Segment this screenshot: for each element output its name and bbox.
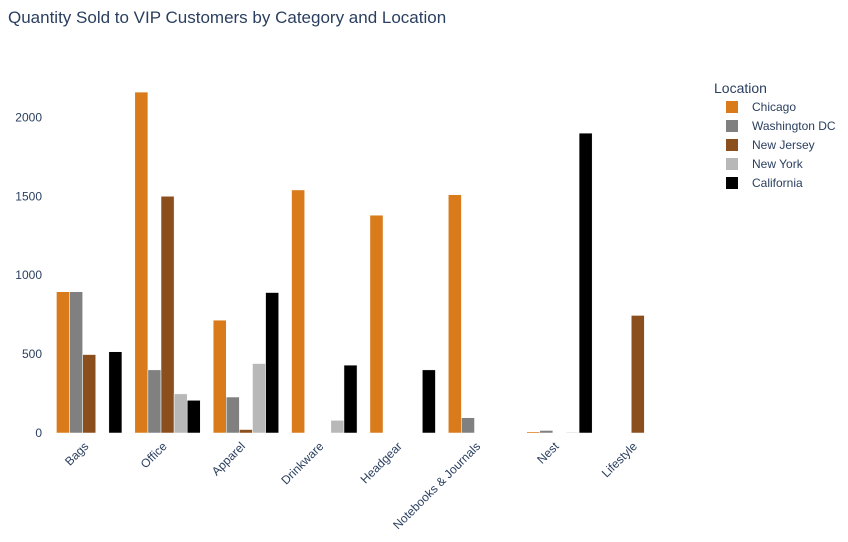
legend-swatch <box>726 120 738 132</box>
x-tick-label: Office <box>138 439 170 471</box>
legend-item[interactable]: New Jersey <box>726 138 815 152</box>
bar[interactable] <box>212 319 227 434</box>
legend-label: Chicago <box>752 100 796 114</box>
chart-title: Quantity Sold to VIP Customers by Catego… <box>8 8 447 27</box>
bar[interactable] <box>369 214 384 434</box>
legend-label: New York <box>752 157 804 171</box>
x-tick-label: Apparel <box>209 439 248 478</box>
bar[interactable] <box>422 369 436 434</box>
legend-label: New Jersey <box>752 138 815 152</box>
legend-item[interactable]: California <box>726 176 803 190</box>
y-tick-label: 1500 <box>15 189 42 203</box>
bar[interactable] <box>226 396 240 434</box>
legend-swatch <box>726 158 738 170</box>
x-tick-label: Headgear <box>358 439 405 486</box>
x-tick-label: Drinkware <box>278 439 326 487</box>
legend-swatch <box>726 139 738 151</box>
x-tick-label: Notebooks & Journals <box>390 439 483 532</box>
bar[interactable] <box>82 354 96 434</box>
bar[interactable] <box>461 417 475 434</box>
y-tick-label: 1000 <box>15 268 42 282</box>
bar[interactable] <box>173 393 188 434</box>
legend-swatch <box>726 101 738 113</box>
bar[interactable] <box>526 431 541 434</box>
bar[interactable] <box>239 429 253 434</box>
x-tick-label: Nest <box>534 439 562 467</box>
legend-title: Location <box>714 80 767 96</box>
legend-label: California <box>752 176 803 190</box>
bar[interactable] <box>69 291 83 434</box>
legend-item[interactable]: New York <box>726 157 804 171</box>
bar[interactable] <box>578 132 593 434</box>
bar[interactable] <box>539 430 554 434</box>
bar[interactable] <box>265 292 279 434</box>
x-tick-label: Bags <box>62 439 91 468</box>
bar[interactable] <box>56 291 70 434</box>
bar[interactable] <box>631 315 645 434</box>
bar[interactable] <box>565 431 580 434</box>
legend-item[interactable]: Washington DC <box>726 119 836 133</box>
bar[interactable] <box>160 196 175 434</box>
bar[interactable] <box>343 364 358 434</box>
bar[interactable] <box>448 194 462 434</box>
bar[interactable] <box>186 400 201 434</box>
y-tick-label: 500 <box>22 347 42 361</box>
x-axis: Bags Office Apparel Drinkware HeadgearNotebo… <box>62 439 640 532</box>
bar[interactable] <box>291 189 305 434</box>
legend-swatch <box>726 177 738 189</box>
legend-label: Washington DC <box>752 119 836 133</box>
legend: Location Chicago Washington DC New Jersey Ne… <box>714 80 836 190</box>
legend-item[interactable]: Chicago <box>726 100 796 114</box>
bar[interactable] <box>108 351 123 434</box>
y-axis: 0 500 1000 1500 2000 <box>15 110 42 440</box>
y-tick-label: 0 <box>35 426 42 440</box>
bar[interactable] <box>330 420 345 434</box>
bars <box>56 91 645 434</box>
y-tick-label: 2000 <box>15 110 42 124</box>
bar[interactable] <box>252 363 266 434</box>
x-tick-label: Lifestyle <box>599 439 640 480</box>
bar[interactable] <box>147 369 162 434</box>
bar[interactable] <box>134 91 149 434</box>
